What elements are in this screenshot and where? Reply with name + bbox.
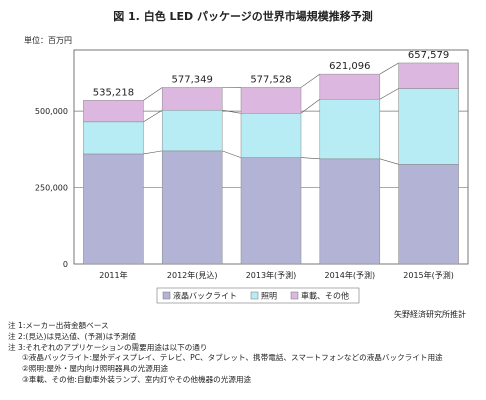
connector-line [222, 150, 242, 158]
chart-title: 図 1. 白色 LED パッケージの世界市場規模推移予測 [113, 9, 373, 23]
stack-connector-lines [143, 62, 399, 165]
note-3-item-2: ②照明:屋外・屋内向け照明器具の光源用途 [22, 364, 169, 374]
bar-segment [240, 87, 302, 114]
bar-segment [319, 98, 381, 160]
bar-segment [240, 113, 302, 158]
legend-label: 照明 [261, 292, 277, 301]
connector-line [300, 98, 320, 114]
total-value-label: 535,218 [93, 87, 134, 98]
x-tick-label: 2011年 [99, 270, 127, 280]
y-axis-ticks: 0 250,000 500,000 [35, 107, 68, 269]
legend-swatch [290, 291, 299, 300]
connector-line [379, 88, 399, 100]
x-tick-label: 2014年(予測) [324, 270, 375, 280]
y-tick-label: 0 [63, 260, 68, 269]
bar-segment [83, 121, 144, 155]
total-value-label: 621,096 [329, 61, 370, 72]
x-tick-label: 2013年(予測) [246, 270, 297, 280]
connector-line [222, 109, 242, 114]
connector-line [300, 73, 320, 88]
notes: 注 1:メーカー出荷金額ベース 注 2:(見込)は見込値、(予測)は予測値 注 … [8, 321, 478, 386]
bar-segment [161, 150, 223, 265]
y-tick-label: 250,000 [35, 184, 68, 193]
connector-line [143, 87, 163, 101]
note-3-item-3: ③車載、その他:自動車外装ランプ、室内灯やその他機器の光源用途 [22, 374, 252, 384]
total-value-label: 657,579 [408, 50, 449, 61]
legend-swatch [250, 291, 259, 300]
connector-line [379, 62, 399, 75]
bar-segment [319, 73, 381, 100]
bar-segment [161, 87, 223, 111]
legend-swatch [162, 291, 171, 300]
note-1: 注 1:メーカー出荷金額ベース [8, 321, 109, 330]
total-labels: 535,218 577,349 577,528 621,096 657,579 [93, 50, 450, 98]
note-3-item-1: ①液晶バックライト:屋外ディスプレイ、テレビ、PC、タブレット、携帯電話、スマー… [22, 353, 443, 363]
note-2: 注 2:(見込)は見込値、(予測)は予測値 [8, 331, 136, 341]
unit-label: 単位：百万円 [24, 35, 72, 45]
x-tick-label: 2012年(見込) [167, 270, 218, 280]
connector-line [379, 158, 399, 165]
total-value-label: 577,349 [172, 74, 213, 85]
bar-segment [398, 62, 459, 89]
source-label: 矢野経済研究所推計 [394, 309, 466, 319]
bar-segment [161, 109, 223, 152]
bar-stacks [83, 62, 459, 265]
connector-line [143, 150, 163, 155]
bar-segment [398, 88, 459, 165]
legend-label: 車載、その他 [301, 291, 349, 301]
connector-line [143, 109, 163, 123]
bar-segment [319, 158, 381, 265]
legend: 液晶バックライト 照明 車載、その他 [162, 291, 349, 301]
legend-label: 液晶バックライト [173, 291, 237, 301]
bar-segment [398, 164, 459, 265]
bar-segment [83, 153, 144, 265]
x-axis-ticks: 2011年 2012年(見込) 2013年(予測) 2014年(予測) 2015年(予測… [99, 270, 454, 280]
bar-segment [83, 100, 144, 123]
y-tick-label: 500,000 [35, 107, 68, 116]
note-3: 注 3:それぞれのアプリケーションの需要用途は以下の通り [8, 342, 208, 352]
bar-segment [240, 157, 302, 265]
total-value-label: 577,528 [250, 74, 291, 85]
x-tick-label: 2015年(予測) [403, 270, 454, 280]
connector-line [300, 157, 320, 160]
